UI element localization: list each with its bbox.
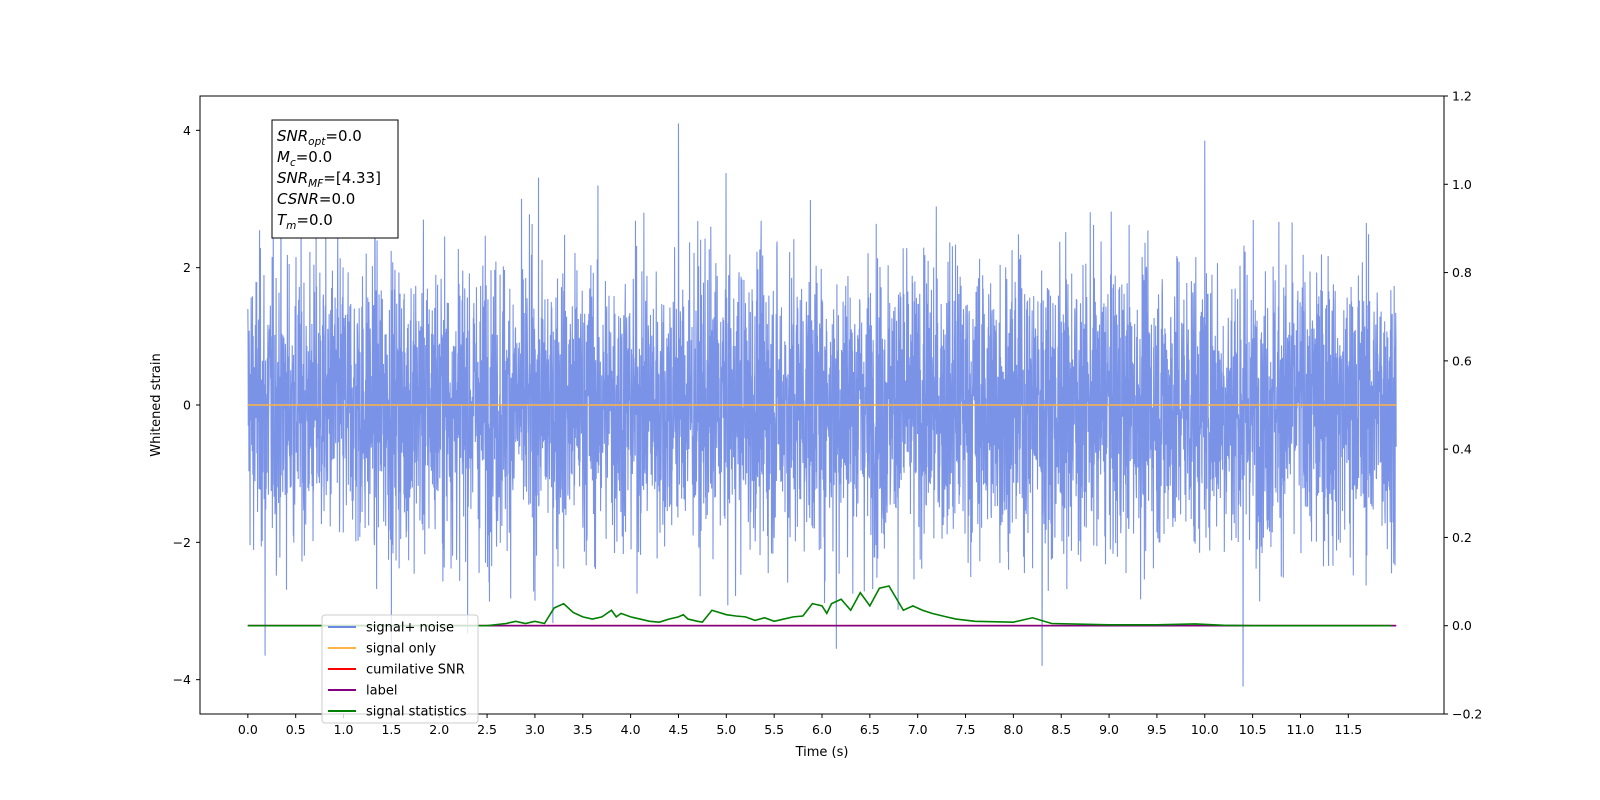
stats-line: Mc=0.0 — [277, 148, 332, 169]
stats-lines: SNRopt=0.0Mc=0.0SNRMF=[4.33]CSNR=0.0Tm=0… — [277, 127, 381, 232]
y-axis-label: Whitened strain — [149, 353, 164, 456]
stats-line-symbol: T — [277, 211, 288, 229]
y2-tick-label: 0.6 — [1452, 353, 1472, 368]
stats-line-value: =0.0 — [319, 190, 355, 208]
stats-line: CSNR=0.0 — [277, 190, 355, 208]
stats-line: SNRMF=[4.33] — [277, 169, 381, 190]
series-line-4 — [247, 585, 1392, 627]
stats-line-value: =[4.33] — [323, 169, 381, 187]
y2-tick-label: 1.0 — [1452, 177, 1472, 192]
x-tick-label: 5.0 — [716, 722, 736, 737]
legend-items: signal+ noise signal only cumilative SNR la… — [328, 621, 467, 720]
legend-label: signal only — [366, 642, 436, 657]
x-tick-label: 2.5 — [477, 722, 497, 737]
y2-tick-label: −0.2 — [1452, 707, 1482, 722]
legend-frame — [321, 614, 479, 724]
stats-line-symbol: SNR — [277, 169, 308, 187]
x-axis-label: Time (s) — [795, 745, 849, 760]
legend-label: label — [366, 684, 397, 699]
x-tick-label: 7.0 — [908, 722, 928, 737]
plot-area — [247, 123, 1397, 687]
legend-label: signal+ noise — [366, 621, 454, 636]
x-tick-label: 4.5 — [669, 722, 689, 737]
x-tick-label: 10.0 — [1191, 722, 1219, 737]
stats-box-frame — [271, 119, 399, 239]
x-tick-label: 0.0 — [238, 722, 258, 737]
x-tick-label: 11.0 — [1287, 722, 1315, 737]
legend-label: signal statistics — [366, 705, 467, 720]
stats-line-value: =0.0 — [325, 127, 361, 145]
x-tick-label: 6.0 — [812, 722, 832, 737]
stats-line-symbol: SNR — [277, 127, 308, 145]
x-tick-label: 8.5 — [1051, 722, 1071, 737]
y2-tick-label: 0.4 — [1452, 442, 1472, 457]
x-tick-label: 1.5 — [381, 722, 401, 737]
x-tick-label: 5.5 — [764, 722, 784, 737]
x-tick-label: 1.0 — [334, 722, 354, 737]
x-tick-label: 7.5 — [956, 722, 976, 737]
y2-tick-label: 0.2 — [1452, 530, 1472, 545]
y-tick-label: 2 — [183, 260, 191, 275]
x-tick-label: 0.5 — [286, 722, 306, 737]
x-tick-label: 2.0 — [429, 722, 449, 737]
stats-line-value: =0.0 — [296, 148, 332, 166]
stats-box: SNRopt=0.0Mc=0.0SNRMF=[4.33]CSNR=0.0Tm=0… — [271, 119, 399, 239]
stats-line-symbol: CSNR — [277, 190, 319, 208]
y2-tick-label: 1.2 — [1452, 89, 1472, 104]
axis-ticks: 0.0 0.5 1.0 1.5 2.0 2.5 3.0 3.5 4.0 4.5 5.0 5.5 6.0 6… — [173, 89, 1483, 738]
x-tick-label: 10.5 — [1239, 722, 1267, 737]
stats-line: SNRopt=0.0 — [277, 127, 362, 148]
x-tick-label: 3.0 — [525, 722, 545, 737]
stats-line-value: =0.0 — [296, 211, 332, 229]
stats-line-subscript: MF — [308, 178, 324, 190]
x-tick-label: 9.0 — [1099, 722, 1119, 737]
x-tick-label: 9.5 — [1147, 722, 1167, 737]
y2-tick-label: 0.0 — [1452, 618, 1472, 633]
stats-line-symbol: M — [277, 148, 290, 166]
stats-line-subscript: c — [290, 157, 296, 169]
y-tick-label: −4 — [173, 672, 191, 687]
y-tick-label: −2 — [173, 535, 191, 550]
x-tick-label: 6.5 — [860, 722, 880, 737]
x-tick-label: 11.5 — [1334, 722, 1362, 737]
y2-tick-label: 0.8 — [1452, 265, 1472, 280]
stats-line-subscript: opt — [308, 136, 326, 148]
legend: signal+ noise signal only cumilative SNR la… — [321, 614, 479, 724]
stats-line-subscript: m — [286, 220, 296, 232]
y-tick-label: 0 — [183, 398, 191, 413]
legend-label: cumilative SNR — [366, 663, 465, 678]
stats-line: Tm=0.0 — [277, 211, 333, 232]
x-tick-label: 3.5 — [573, 722, 593, 737]
x-tick-label: 8.0 — [1003, 722, 1023, 737]
x-tick-label: 4.0 — [621, 722, 641, 737]
y-tick-label: 4 — [183, 123, 191, 138]
